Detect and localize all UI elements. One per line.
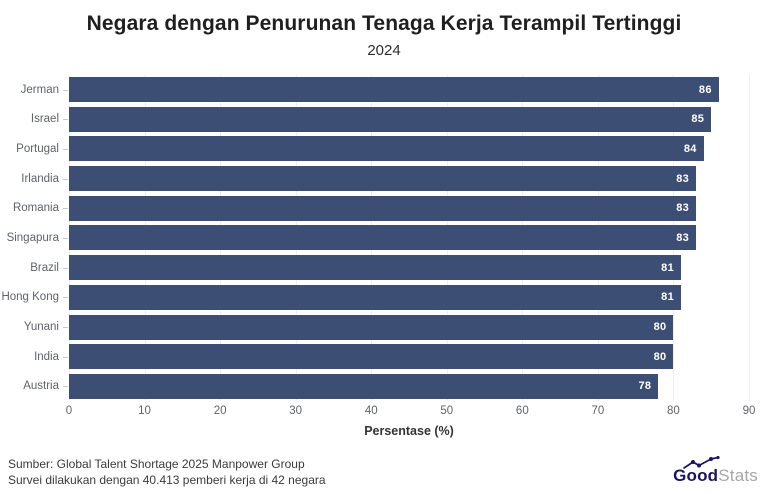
bar: 80 — [69, 314, 674, 340]
y-tick-mark — [63, 297, 68, 299]
bar-value-label: 80 — [653, 350, 667, 363]
bar: 83 — [69, 225, 697, 251]
x-tick-label: 80 — [667, 405, 680, 417]
bar: 85 — [69, 106, 712, 132]
category-label: Austria — [23, 380, 59, 393]
y-tick-mark — [63, 327, 68, 328]
x-tick-label: 20 — [213, 405, 227, 417]
category-label: Portugal — [16, 142, 59, 155]
y-tick-mark — [63, 178, 68, 180]
logo-text-stats: Stats — [718, 466, 758, 485]
logo-text-good: Good — [673, 466, 719, 485]
bar-row: Portugal 84 — [16, 136, 749, 162]
bar: 83 — [69, 195, 697, 221]
bar-value-label: 86 — [698, 83, 712, 96]
y-tick-mark — [63, 208, 68, 210]
bar-value-label: 81 — [661, 261, 674, 274]
bar: 80 — [69, 344, 674, 370]
bar: 81 — [69, 284, 681, 310]
bar: 81 — [69, 255, 681, 281]
x-tick-label: 90 — [742, 405, 756, 417]
y-tick-mark — [63, 89, 68, 91]
bar-row: Yunani 80 — [24, 314, 749, 340]
category-label: Irlandia — [21, 172, 59, 185]
chart-title: Negara dengan Penurunan Tenaga Kerja Ter… — [86, 12, 682, 35]
bar: 78 — [69, 373, 659, 399]
category-label: Brazil — [30, 261, 59, 274]
x-tick-label: 60 — [515, 405, 529, 417]
source-note: Sumber: Global Talent Shortage 2025 Manp… — [8, 457, 326, 488]
x-tick-label: 30 — [289, 405, 303, 417]
bar-value-label: 81 — [661, 291, 674, 304]
bar: 86 — [69, 77, 719, 102]
bar-row: Austria 78 — [23, 373, 749, 399]
bar-value-label: 85 — [691, 113, 705, 126]
y-tick-mark — [63, 356, 68, 358]
bar-row: Romania 83 — [13, 195, 749, 221]
bar-value-label: 84 — [683, 142, 697, 155]
category-label: Singapura — [6, 231, 59, 244]
trend-line-icon — [683, 456, 720, 469]
y-tick-mark — [63, 386, 68, 388]
x-tick-label: 40 — [364, 405, 378, 417]
category-label: Romania — [12, 202, 59, 215]
chart-subtitle: 2024 — [367, 42, 401, 59]
bar-row: India 80 — [34, 344, 749, 370]
x-axis-label: Persentase (%) — [364, 424, 454, 438]
x-tick-label: 50 — [440, 405, 454, 417]
category-label: Yunani — [23, 321, 59, 333]
plot-area: Jerman 86 Israel 85 Portugal 84 Irlandia 83 Roma… — [1, 75, 750, 401]
bar-row: Brazil 81 — [30, 255, 749, 281]
y-tick-mark — [63, 119, 68, 121]
bar: 84 — [69, 136, 704, 162]
bar-value-label: 83 — [676, 231, 690, 244]
y-tick-mark — [63, 237, 68, 239]
x-tick-label: 10 — [138, 405, 151, 417]
x-axis-ticks: 0 10 20 30 40 50 60 70 80 90 — [0, 405, 768, 421]
gridline — [749, 75, 750, 401]
source-line-2: Survei dilakukan dengan 40.413 pemberi k… — [8, 472, 326, 487]
bar-row: Irlandia 83 — [21, 166, 749, 192]
category-label: India — [34, 350, 59, 363]
source-line-1: Sumber: Global Talent Shortage 2025 Manp… — [8, 457, 305, 471]
goodstats-logo: GoodStats — [673, 456, 760, 486]
bar-value-label: 78 — [638, 380, 652, 393]
x-tick-label: 0 — [65, 405, 73, 417]
bar-value-label: 83 — [676, 202, 690, 215]
bar: 83 — [69, 166, 697, 192]
category-label: Jerman — [20, 83, 59, 96]
bar-value-label: 80 — [653, 321, 667, 333]
bar-value-label: 83 — [676, 172, 690, 185]
bar-row: Hong Kong 81 — [1, 284, 749, 310]
footer: Sumber: Global Talent Shortage 2025 Manp… — [0, 456, 768, 488]
bar-row: Jerman 86 — [21, 77, 749, 102]
y-tick-mark — [63, 148, 68, 150]
y-tick-mark — [63, 267, 68, 269]
bar-row: Israel 85 — [31, 106, 749, 132]
category-label: Hong Kong — [1, 291, 59, 304]
category-label: Israel — [30, 113, 59, 126]
x-tick-label: 70 — [591, 405, 605, 417]
bar-row: Singapura 83 — [7, 225, 749, 251]
